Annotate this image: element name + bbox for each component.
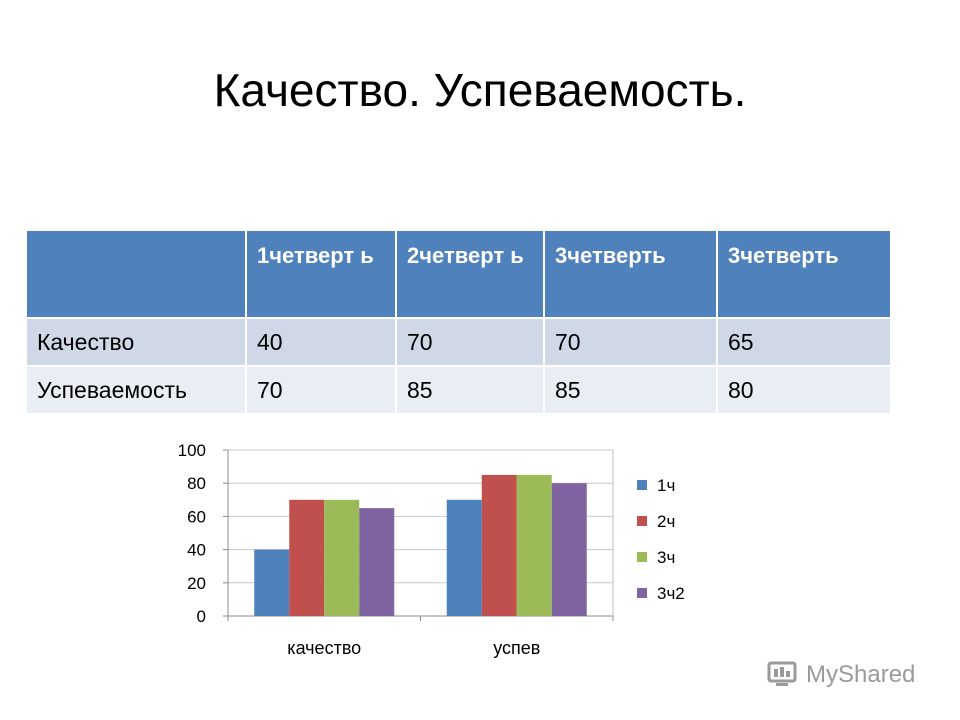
table-cell: 70 (395, 317, 544, 366)
table-row: Качество 40 70 70 65 (27, 317, 890, 366)
legend-swatch (637, 516, 647, 526)
bar (481, 474, 517, 616)
legend-label: 3ч2 (657, 584, 685, 603)
table-cell: 65 (716, 317, 890, 366)
table-header-cell: 2четверт ь (395, 231, 544, 318)
slide-title: Качество. Успеваемость. (213, 64, 747, 116)
y-tick-label: 20 (187, 574, 206, 593)
x-tick-label: успев (493, 638, 540, 658)
table-header-cell: 1четверт ь (245, 231, 396, 318)
legend-label: 1ч (657, 476, 675, 495)
y-tick-label: 40 (187, 541, 206, 560)
bar (551, 483, 587, 616)
y-tick-label: 100 (178, 441, 206, 460)
bar (289, 499, 325, 616)
table-row: Успеваемость 70 85 85 80 (27, 365, 890, 413)
table-cell: 80 (716, 365, 890, 413)
y-tick-label: 80 (187, 474, 206, 493)
x-tick-label: качество (287, 638, 361, 658)
legend-swatch (637, 480, 647, 490)
bar (516, 474, 552, 616)
table-header-cell: 3четверть (716, 231, 890, 318)
table-cell: 85 (395, 365, 544, 413)
table-header-row: 1четверт ь 2четверт ь 3четверть 3четверт… (27, 231, 890, 318)
bar (446, 499, 482, 616)
legend-swatch (637, 588, 647, 598)
bar-chart: 0 20 40 60 80 100 качество успев 1ч 2ч 3ч 3ч2 (178, 441, 685, 658)
table-row-label: Успеваемость (27, 365, 246, 413)
y-tick-label: 60 (187, 507, 206, 526)
watermark-text: MyShared (806, 661, 916, 688)
bar (254, 549, 290, 616)
watermark: MyShared (766, 655, 915, 695)
legend-label: 2ч (657, 512, 675, 531)
y-tick-label: 0 (197, 607, 206, 626)
legend-label: 3ч (657, 548, 675, 567)
bar (324, 499, 360, 616)
table-row-label: Качество (27, 317, 246, 366)
legend-swatch (637, 552, 647, 562)
table-cell: 40 (245, 317, 396, 366)
table-header-cell (27, 231, 246, 318)
table-cell: 70 (245, 365, 396, 413)
table-cell: 85 (543, 365, 717, 413)
data-table: 1четверт ь 2четверт ь 3четверть 3четверт… (27, 231, 890, 413)
monitor-logo-icon (767, 661, 797, 686)
table-header-cell: 3четверть (543, 231, 717, 318)
table-cell: 70 (543, 317, 717, 366)
bar (359, 508, 395, 616)
